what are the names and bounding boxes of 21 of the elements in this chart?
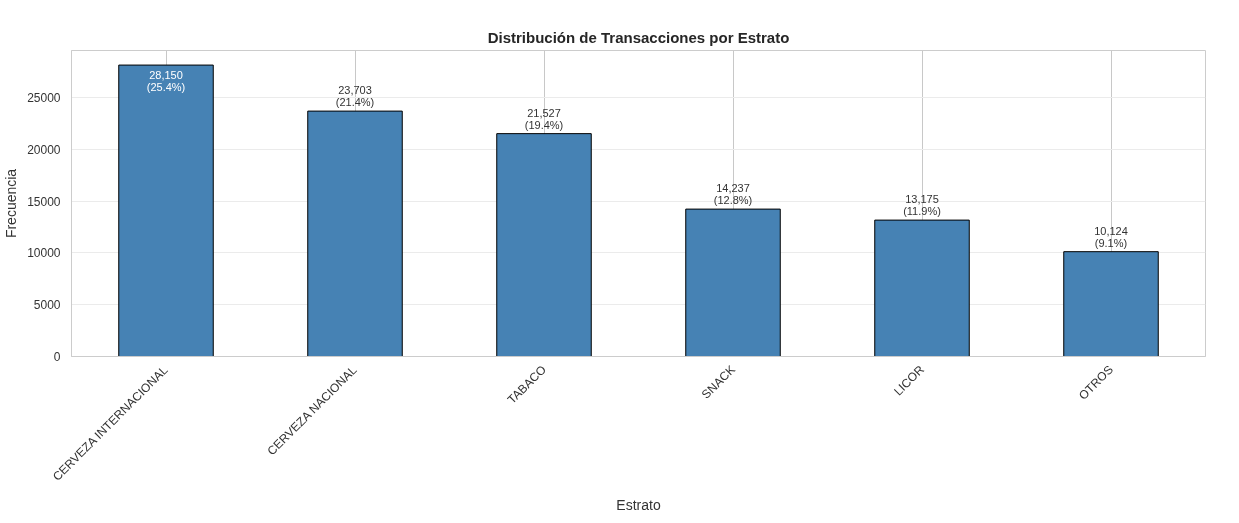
- data-label: 10,124 (9.1%): [1094, 224, 1128, 249]
- data-label: 13,175 (11.9%): [903, 193, 941, 218]
- bar: [685, 208, 781, 357]
- data-label: 21,527 (19.4%): [524, 106, 564, 131]
- data-label: 28,150 (25.4%): [146, 69, 186, 94]
- y-tick-label: 20000: [27, 142, 61, 157]
- y-tick-label: 10000: [27, 246, 61, 261]
- chart-title: Distribución de Transacciones por Estrato: [487, 28, 790, 46]
- bar: [307, 110, 403, 357]
- y-tick-label: 0: [53, 350, 61, 364]
- y-axis-title: Frecuencia: [3, 168, 20, 239]
- data-label: 23,703 (21.4%): [335, 84, 375, 109]
- y-tick-label: 25000: [27, 91, 61, 106]
- bar: [1063, 251, 1159, 357]
- bar: [118, 64, 214, 357]
- bar: [874, 219, 970, 357]
- y-tick-label: 15000: [27, 194, 61, 209]
- bar: [496, 133, 592, 357]
- x-axis-title: Estrato: [616, 496, 661, 513]
- data-label: 14,237 (12.8%): [713, 182, 753, 207]
- y-tick-label: 5000: [33, 298, 61, 313]
